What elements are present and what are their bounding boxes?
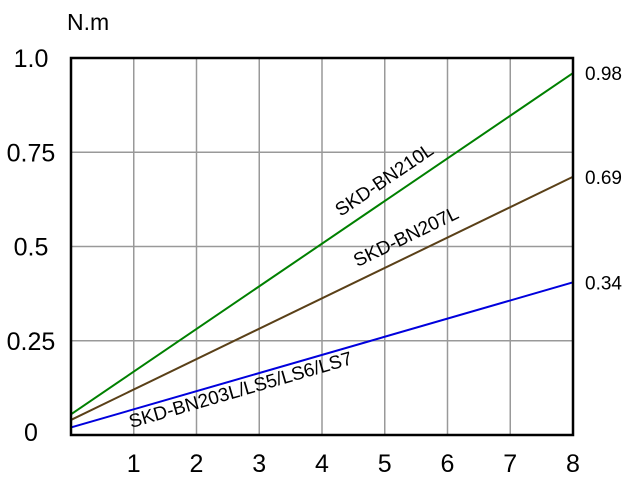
x-tick-label: 7 [503, 450, 517, 478]
x-tick-label: 2 [190, 450, 204, 478]
series-end-value: 0.98 [585, 64, 622, 85]
series-line [70, 281, 574, 429]
x-tick-label: 8 [566, 450, 580, 478]
x-tick-label: 5 [378, 450, 392, 478]
x-tick-label: 4 [315, 450, 329, 478]
y-tick-label: 0.25 [7, 328, 56, 356]
grid [71, 58, 573, 435]
plot-frame [69, 56, 575, 437]
series-line [70, 72, 574, 416]
x-tick-label: 3 [252, 450, 266, 478]
series-lines [70, 72, 574, 429]
y-tick-label: 0.5 [14, 234, 49, 262]
series-end-value: 0.34 [585, 273, 622, 294]
y-tick-label: 0.75 [7, 139, 56, 167]
series-line [70, 175, 574, 421]
y-tick-label: 0 [24, 419, 38, 447]
x-tick-label: 1 [127, 450, 141, 478]
y-tick-label: 1.0 [14, 45, 49, 73]
series-name-label: SKD-BN203L/LS5/LS6/LS7 [127, 348, 355, 432]
series-end-value: 0.69 [585, 168, 622, 189]
x-tick-label: 6 [441, 450, 455, 478]
y-unit-label: N.m [67, 9, 109, 35]
